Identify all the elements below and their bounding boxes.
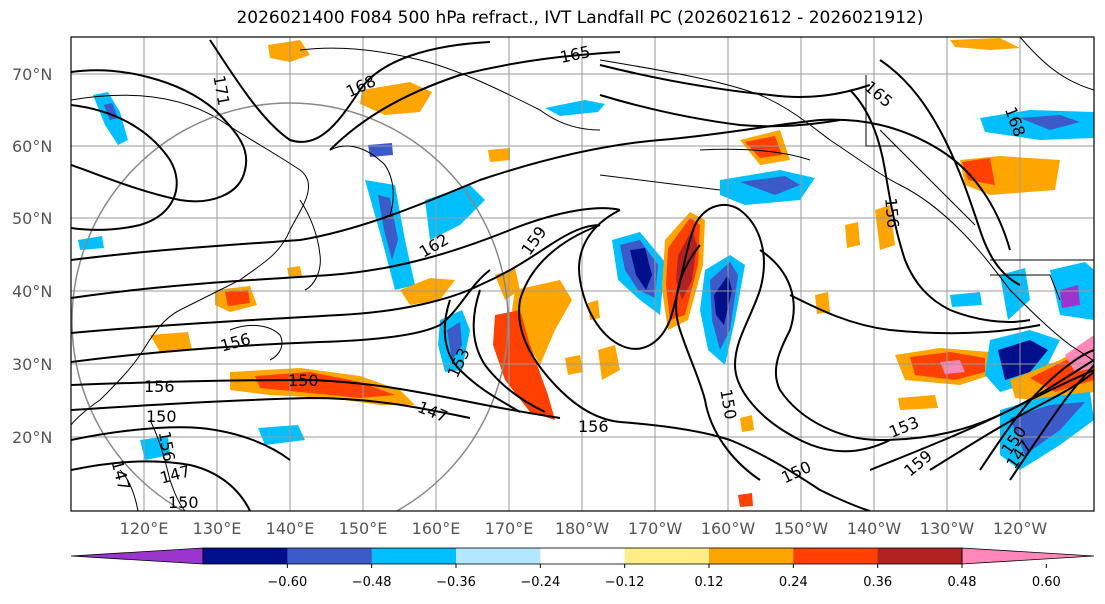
contour-label: 156 [144, 377, 175, 396]
map-content [71, 37, 1094, 511]
lon-label: 170°W [628, 519, 683, 538]
shading-blob [368, 143, 393, 157]
shading-blob [738, 493, 753, 507]
shading-layer [78, 38, 1094, 507]
lat-label: 60°N [12, 137, 52, 156]
colorbar-ticks: −0.60 −0.48 −0.36 −0.24 −0.12 0.12 0.24 0.36 0.4… [267, 564, 1061, 590]
lon-label: 150°W [774, 519, 829, 538]
lon-label: 120°E [120, 519, 169, 538]
shading-blob [140, 436, 170, 460]
lat-label: 70°N [12, 65, 52, 84]
height-contours [71, 39, 1094, 511]
shading-blob [378, 195, 398, 260]
map-title: 2026021400 F084 500 hPa refract., IVT La… [236, 8, 924, 28]
shading-blob [962, 158, 995, 185]
shading-blob [495, 268, 520, 300]
shading-blob [447, 322, 462, 360]
contour-label: 150 [146, 407, 177, 426]
shading-blob [875, 205, 895, 250]
colorbar-tick-label: −0.48 [352, 575, 392, 590]
colorbar-tick-label: −0.60 [267, 575, 307, 590]
shading-blob [225, 290, 250, 306]
lat-label: 30°N [12, 355, 52, 374]
shading-blob [740, 415, 754, 432]
colorbar-cell [456, 548, 541, 564]
shading-blob [630, 248, 652, 290]
latitude-axis: 70°N 60°N 50°N 40°N 30°N 20°N [12, 65, 52, 447]
lat-label: 40°N [12, 282, 52, 301]
contour-label: 156 [881, 197, 903, 229]
contour-label: 150 [168, 493, 199, 512]
shading-blob [360, 82, 432, 115]
lon-label: 130°E [193, 519, 242, 538]
lon-label: 140°E [266, 519, 315, 538]
colorbar-extend-low [70, 547, 204, 565]
colorbar-cell [371, 548, 457, 564]
colorbar-tick-label: 0.60 [1032, 575, 1061, 590]
colorbar-tick-label: 0.36 [863, 575, 892, 590]
longitude-axis: 120°E 130°E 140°E 150°E 160°E 170°E 180°… [120, 519, 1048, 538]
colorbar-cell [203, 548, 288, 564]
lat-label: 50°N [12, 209, 52, 228]
shading-blob [545, 100, 605, 116]
colorbar-cell [287, 548, 373, 564]
shading-blob [898, 395, 938, 410]
colorbar-tick-label: −0.36 [436, 575, 476, 590]
map-frame [70, 36, 1095, 512]
shading-blob [268, 40, 310, 62]
lon-label: 140°W [847, 519, 902, 538]
radius-circle [71, 102, 509, 511]
shading-blob [565, 355, 583, 375]
colorbar-frame [202, 547, 963, 565]
colorbar-tick-label: 0.12 [695, 575, 724, 590]
shading-blob [998, 340, 1048, 380]
shading-blob [287, 266, 302, 278]
shading-blob [845, 222, 860, 248]
shading-blob [1020, 115, 1080, 130]
colorbar-tick-label: 0.48 [948, 575, 977, 590]
colorbar-tick-label: −0.24 [520, 575, 560, 590]
shading-blob [512, 280, 572, 365]
colorbar-tick-label: 0.24 [779, 575, 808, 590]
shading-blob [150, 332, 192, 352]
shading-blob [488, 148, 510, 162]
shading-blob [950, 292, 982, 307]
shading-blob [1010, 402, 1085, 455]
lat-label: 20°N [12, 428, 52, 447]
lon-label: 160°W [701, 519, 756, 538]
lon-label: 130°W [920, 519, 975, 538]
shading-blob [258, 425, 305, 445]
colorbar-extend-high [961, 547, 1095, 565]
lon-label: 160°E [412, 519, 461, 538]
shading-blob [745, 136, 782, 158]
colorbar-cell [540, 548, 626, 564]
shading-blob [740, 176, 800, 195]
lon-label: 170°E [485, 519, 534, 538]
lon-label: 150°E [339, 519, 388, 538]
shading-blob [1000, 268, 1030, 320]
shading-blob [598, 345, 620, 380]
colorbar-cell [709, 548, 794, 564]
colorbar: −0.60 −0.48 −0.36 −0.24 −0.12 0.12 0.24 0.36 0.4… [70, 547, 1095, 590]
colorbar-cell [877, 548, 963, 564]
contour-label: 156 [578, 417, 609, 436]
contour-label: 150 [288, 371, 319, 390]
shading-blob [950, 38, 1020, 50]
colorbar-cell [624, 548, 710, 564]
colorbar-cells [70, 547, 1095, 565]
lon-label: 180°W [555, 519, 610, 538]
lon-label: 120°W [993, 519, 1048, 538]
colorbar-tick-label: −0.12 [605, 575, 645, 590]
colorbar-cell [793, 548, 879, 564]
